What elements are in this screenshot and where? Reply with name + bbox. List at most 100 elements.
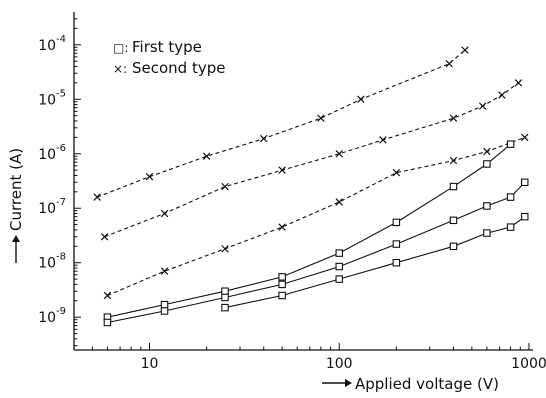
y-axis-label: Current (A) [7, 148, 25, 231]
x-marker [379, 136, 387, 144]
x-tick-group: 10 100 1000 [91, 343, 546, 372]
x-marker [103, 291, 112, 300]
series-line [97, 49, 466, 198]
x-marker-stroke [379, 136, 387, 144]
square-marker [392, 240, 401, 248]
x-marker [478, 102, 487, 110]
y-tick-label: 10-5 [38, 88, 66, 108]
y-tick-label-exponent: -8 [56, 252, 66, 263]
x-marker-stroke [335, 150, 343, 158]
x-marker [498, 91, 506, 99]
y-tick-label-base: 10 [38, 147, 56, 163]
x-marker [145, 172, 154, 181]
y-tick-label-exponent: -4 [56, 34, 66, 45]
y-tick-label: 10-4 [38, 34, 66, 54]
legend-symbol: ×: [113, 62, 127, 76]
square-marker [483, 202, 491, 210]
x-marker [93, 193, 101, 201]
square-marker [506, 223, 515, 231]
square-marker [506, 140, 515, 148]
x-marker-stroke [357, 95, 365, 104]
x-marker [461, 46, 469, 54]
x-marker-stroke [478, 102, 487, 110]
square-marker [160, 300, 169, 309]
x-marker [278, 223, 286, 231]
square-marker [335, 275, 343, 283]
x-marker-stroke [160, 267, 169, 275]
x-marker [449, 156, 458, 165]
square-marker [392, 258, 401, 267]
y-tick-label-exponent: -7 [56, 197, 66, 208]
y-tick-label: 10-9 [38, 306, 66, 326]
x-marker-stroke [100, 233, 109, 241]
y-axis-label-group: Current (A) [7, 148, 25, 263]
x-marker [445, 59, 453, 68]
y-tick-label-base: 10 [38, 310, 56, 326]
x-marker [335, 150, 343, 158]
square-marker [506, 193, 515, 201]
x-marker [221, 182, 229, 191]
x-marker [449, 114, 458, 122]
x-marker-stroke [221, 182, 229, 191]
x-marker-stroke [103, 291, 112, 300]
x-marker [483, 147, 491, 156]
y-tick-label-base: 10 [38, 92, 56, 108]
x-tick-label: 10 [141, 356, 159, 372]
x-marker-stroke [93, 193, 101, 201]
x-marker [317, 114, 325, 122]
x-marker-stroke [145, 172, 154, 181]
x-marker-stroke [278, 166, 286, 174]
x-marker-stroke [278, 223, 286, 231]
x-marker-stroke [498, 91, 506, 99]
y-tick-label-base: 10 [38, 201, 56, 217]
series-3 [103, 133, 529, 300]
x-marker-stroke [392, 168, 401, 177]
square-marker [335, 262, 343, 271]
x-marker [260, 134, 268, 143]
x-marker-stroke [160, 209, 169, 218]
legend-label: Second type [132, 59, 225, 77]
x-marker [392, 168, 401, 177]
y-tick-label-exponent: -6 [56, 143, 66, 154]
square-marker [278, 291, 286, 300]
square-marker [449, 216, 458, 225]
x-marker [514, 79, 523, 87]
x-marker-stroke [445, 59, 453, 68]
legend-label: First type [132, 38, 202, 56]
series-group [93, 46, 529, 327]
x-marker-stroke [483, 147, 491, 156]
x-marker-stroke [260, 134, 268, 143]
square-marker [160, 307, 169, 315]
y-label-arrow-head [12, 235, 20, 242]
square-marker [392, 218, 401, 227]
square-marker [103, 318, 112, 327]
series-line [107, 143, 511, 318]
square-marker [521, 178, 529, 186]
x-tick-label: 100 [326, 356, 353, 372]
legend-item: ×: Second type [113, 59, 225, 77]
y-tick-label: 10-6 [38, 143, 66, 163]
x-marker [335, 198, 343, 206]
x-label-arrow-head [345, 379, 352, 387]
square-marker [221, 287, 229, 295]
series-6 [221, 212, 529, 312]
x-marker-stroke [521, 133, 529, 142]
x-tick-label: 1000 [511, 356, 546, 372]
x-marker-stroke [449, 114, 458, 122]
axes [73, 12, 533, 351]
x-axis-label-group: Applied voltage (V) [322, 375, 499, 393]
x-marker [100, 233, 109, 241]
square-marker [483, 160, 491, 168]
series-5 [103, 178, 529, 327]
legend-item: □: First type [113, 38, 202, 56]
y-tick-label: 10-7 [38, 197, 66, 217]
y-tick-label: 10-8 [38, 252, 66, 272]
x-marker [160, 209, 169, 218]
series-4 [103, 140, 515, 321]
square-marker [449, 182, 458, 191]
y-tick-label-exponent: -9 [56, 306, 66, 317]
square-marker [221, 293, 229, 302]
x-marker [357, 95, 365, 104]
x-axis-label: Applied voltage (V) [355, 375, 499, 393]
